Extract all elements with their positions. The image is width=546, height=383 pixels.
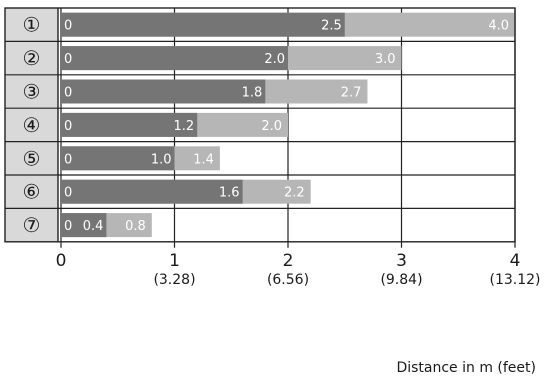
bar-inner-label: 1.2 xyxy=(174,119,195,134)
row-labels: ① ② ③ ④ ⑤ ⑥ ⑦ xyxy=(23,13,41,237)
bar-outer-label: 2.2 xyxy=(284,186,305,201)
row-label: ③ xyxy=(23,80,41,104)
row-label: ⑥ xyxy=(23,180,41,204)
bar-inner-label: 2.5 xyxy=(321,19,342,34)
label-column-background xyxy=(5,8,58,242)
bar-start-label: 0 xyxy=(64,52,72,67)
bar-outer-label: 2.0 xyxy=(261,119,282,134)
bar-outer-label: 3.0 xyxy=(375,52,396,67)
bar-start-label: 0 xyxy=(64,119,72,134)
x-tick-label: 1 xyxy=(169,251,180,271)
row-label: ② xyxy=(23,46,41,70)
bar-start-label: 0 xyxy=(64,19,72,34)
bar-inner xyxy=(61,112,198,137)
x-tick-sublabel: (3.28) xyxy=(153,272,195,288)
bar-outer-label: 0.8 xyxy=(125,219,146,234)
bar-outer-label: 1.4 xyxy=(193,152,214,167)
bar-inner xyxy=(61,12,345,37)
x-tick-label: 0 xyxy=(56,251,67,271)
row-label: ⑦ xyxy=(23,213,41,237)
bars xyxy=(61,12,515,238)
x-tick-sublabel: (9.84) xyxy=(380,272,422,288)
x-tick-label: 3 xyxy=(396,251,407,271)
x-axis-title: Distance in m (feet) xyxy=(396,360,536,376)
row-label-column xyxy=(5,8,58,242)
bar-start-label: 0 xyxy=(64,152,72,167)
bar-inner-label: 1.8 xyxy=(242,86,263,101)
bar-outer-label: 4.0 xyxy=(488,19,509,34)
bar-inner xyxy=(61,46,288,71)
bar-inner-label: 1.0 xyxy=(151,152,172,167)
bar-inner-label: 2.0 xyxy=(264,52,285,67)
x-tick-sublabel: (13.12) xyxy=(489,272,540,288)
chart-frame xyxy=(4,7,516,243)
bar-outer-label: 2.7 xyxy=(341,86,362,101)
row-label: ⑤ xyxy=(23,146,41,170)
bar-inner-label: 0.4 xyxy=(83,219,104,234)
bar-labels: 0 2.5 4.0 0 2.0 3.0 0 1.8 2.7 0 1.2 2.0 0 1.0 1.4 0 1.6 2… xyxy=(64,19,509,234)
bar-inner-label: 1.6 xyxy=(219,186,240,201)
bar-inner xyxy=(61,213,107,238)
bar-start-label: 0 xyxy=(64,86,72,101)
x-tick-sublabel: (6.56) xyxy=(267,272,309,288)
bar-start-label: 0 xyxy=(64,219,72,234)
bar-inner xyxy=(61,79,266,104)
row-label: ① xyxy=(23,13,41,37)
x-tick-label: 4 xyxy=(510,251,521,271)
x-tick-label: 2 xyxy=(283,251,294,271)
bar-start-label: 0 xyxy=(64,186,72,201)
row-label: ④ xyxy=(23,113,41,137)
bar-inner xyxy=(61,146,175,171)
x-axis-ticks: 0 1(3.28) 2(6.56) 3(9.84) 4(13.12) xyxy=(56,251,541,288)
outer-border xyxy=(4,7,516,243)
bar-inner xyxy=(61,179,243,204)
